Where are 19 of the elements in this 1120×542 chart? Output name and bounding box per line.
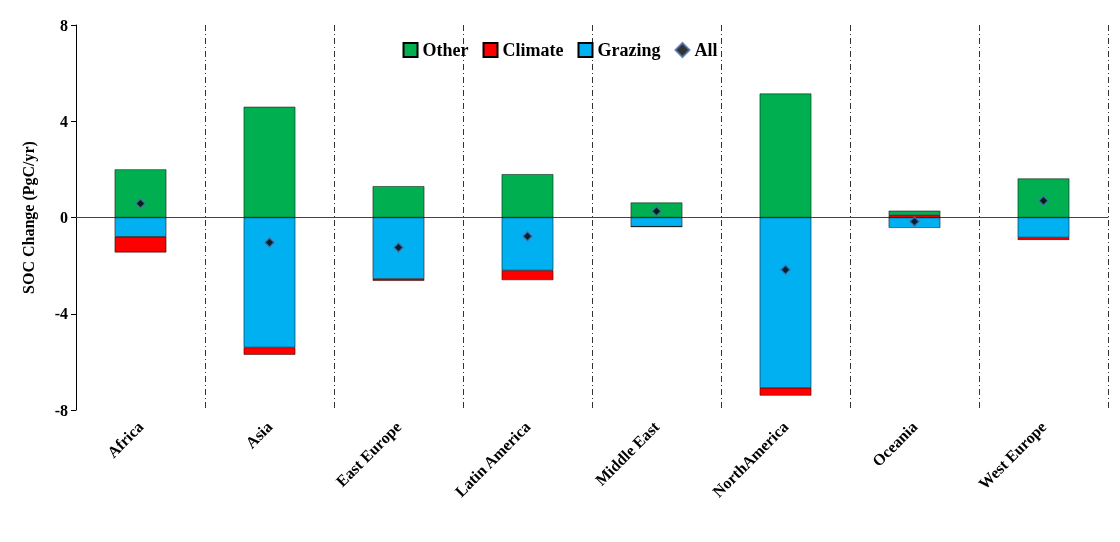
point xyxy=(135,198,146,209)
y-axis-title: SOC Change (PgC/yr) xyxy=(19,141,38,294)
point xyxy=(522,231,533,242)
y-tick-label: 4 xyxy=(60,112,68,130)
legend-label: Climate xyxy=(502,40,564,60)
point xyxy=(1038,195,1049,206)
legend-label: Grazing xyxy=(597,40,661,60)
y-tick-label: -4 xyxy=(54,305,68,323)
point xyxy=(909,216,920,227)
point xyxy=(780,264,791,275)
legend-label: All xyxy=(694,40,718,60)
y-tick-label: 0 xyxy=(60,209,68,226)
point xyxy=(264,237,275,248)
x-tick-label: Asia xyxy=(242,417,276,452)
point xyxy=(393,242,404,253)
point xyxy=(651,205,662,217)
legend-label: Other xyxy=(422,40,469,60)
y-tick-label: 8 xyxy=(60,16,68,34)
y-tick-label: -8 xyxy=(54,401,68,419)
